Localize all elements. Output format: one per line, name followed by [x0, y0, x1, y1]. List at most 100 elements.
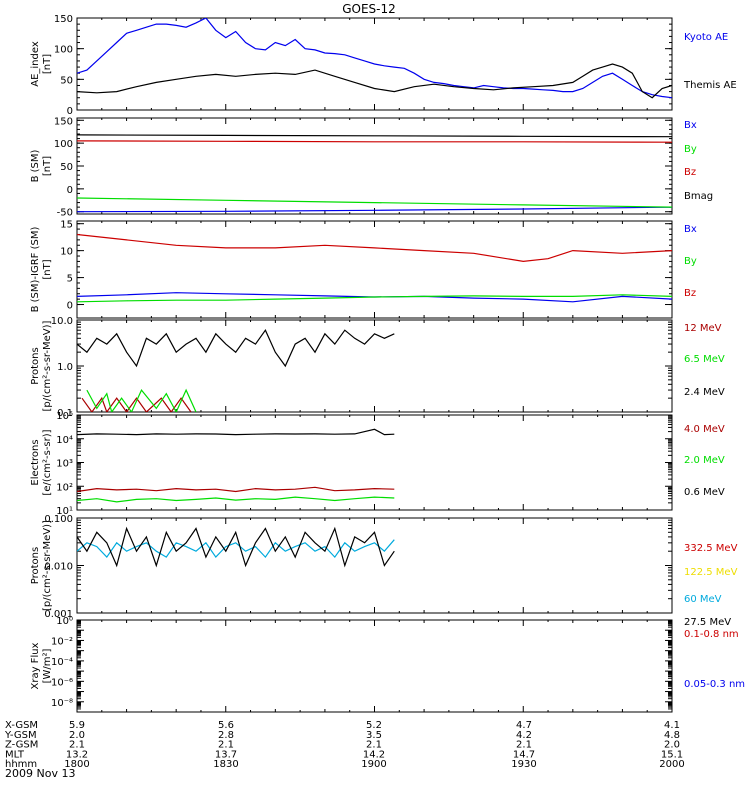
ephemeris-value: 4.8	[664, 730, 680, 741]
series-line-2-0-mev	[77, 496, 395, 503]
plot-title: GOES-12	[342, 2, 396, 16]
series-line-themis-ae	[77, 63, 672, 99]
legend-entry: 6.5 MeV	[684, 354, 725, 365]
series-line-bz	[77, 140, 672, 143]
y-tick-label: 10²	[56, 482, 73, 493]
legend-entry: By	[684, 144, 697, 155]
y-axis-label: [nT]	[42, 259, 53, 279]
series-line-kyoto-ae	[77, 18, 672, 99]
y-axis-label: B (SM)	[30, 149, 41, 182]
panel-6: 0.001 0.010 0.100 Protons [p/(cm²-s-sr-MeV)]…	[30, 514, 738, 628]
series-line-by	[77, 197, 672, 208]
ephemeris-value: 4.2	[516, 730, 532, 741]
ephemeris-value: 2.1	[366, 740, 382, 751]
ephemeris-value: 14.7	[513, 749, 535, 760]
legend-entry: Themis AE	[683, 80, 737, 91]
panel-5: 10¹ 10² 10³ 10⁴ 10⁵ Electrons [e/(cm²-s-sr)] 4.…	[30, 411, 725, 517]
ephemeris-value: 13.2	[66, 749, 88, 760]
y-tick-label: 10.0	[51, 316, 73, 327]
y-tick-label: 150	[54, 14, 73, 25]
y-tick-label: 10⁻⁴	[51, 657, 73, 668]
ephemeris-value: 2.0	[69, 730, 85, 741]
legend-entry: 12 MeV	[684, 323, 722, 334]
ephemeris-value: 1900	[361, 759, 386, 770]
date-label: 2009 Nov 13	[5, 767, 75, 780]
panel-2: -50 0 50 100 150 B (SM) [nT] Bx By Bz Bmag	[30, 116, 713, 218]
ephemeris-value: 2000	[659, 759, 684, 770]
ephemeris-label: Y-GSM	[4, 730, 37, 741]
legend-entry: 0.05-0.3 nm	[684, 679, 745, 690]
y-tick-label: 10	[60, 247, 73, 258]
y-tick-label: 10⁻⁶	[51, 677, 73, 688]
panel-7: 10⁻⁸ 10⁻⁶ 10⁻⁴ 10⁻² 10⁰ Xray Flux [W/m²] 0.1-0.…	[30, 616, 745, 713]
legend-entry: Bz	[684, 167, 696, 178]
y-tick-label: 0.1	[57, 408, 73, 419]
ephemeris-label: X-GSM	[5, 720, 38, 731]
y-tick-label: 100	[54, 45, 73, 56]
y-axis-label: [nT]	[42, 54, 53, 74]
legend-entry: 2.0 MeV	[684, 455, 725, 466]
y-axis-label: Electrons	[30, 439, 41, 485]
y-axis-label: [W/m²]	[42, 648, 53, 683]
y-tick-label: 0.100	[44, 514, 73, 525]
legend-entry: 4.0 MeV	[684, 424, 725, 435]
ephemeris-value: 15.1	[661, 749, 683, 760]
y-tick-label: 150	[54, 116, 73, 127]
panel-4: 0.1 1.0 10.0 Protons [p/(cm²-s-sr-MeV)] 12 Me…	[30, 316, 725, 419]
ephemeris-value: 4.7	[516, 720, 532, 731]
ephemeris-value: 2.8	[218, 730, 234, 741]
ephemeris-value: 4.1	[664, 720, 680, 731]
ephemeris-value: 3.5	[366, 730, 382, 741]
legend-entry: Bz	[684, 288, 696, 299]
legend-entry: 27.5 MeV	[684, 617, 731, 628]
series-line-27-5-mev	[77, 526, 395, 568]
y-tick-label: 5	[67, 274, 73, 285]
ephemeris-value: 13.7	[215, 749, 237, 760]
series-line-2-4-mev	[77, 329, 395, 368]
ephemeris-value: 5.9	[69, 720, 85, 731]
legend-entry: 332.5 MeV	[684, 543, 738, 554]
series-line-4-0-mev	[77, 486, 395, 493]
legend-entry: 0.6 MeV	[684, 487, 725, 498]
y-tick-label: 0	[67, 301, 73, 312]
y-tick-label: 0	[67, 106, 73, 117]
ephemeris-label: hhmm	[5, 759, 37, 770]
y-axis-label: [p/(cm²-s-sr-MeV)]	[42, 520, 53, 611]
ephemeris-value: 2.0	[664, 740, 680, 751]
panel-3: 0 5 10 15 B (SM)-IGRF (SM) [nT] Bx By Bz	[30, 220, 697, 319]
y-tick-label: 10⁵	[56, 411, 73, 422]
ephemeris-value: 2.1	[218, 740, 234, 751]
series-line-bx	[77, 206, 672, 213]
y-tick-label: 10⁴	[56, 435, 73, 446]
y-tick-label: 100	[54, 139, 73, 150]
y-axis-label: [p/(cm²-s-sr-MeV)]	[42, 320, 53, 411]
y-axis-label: Protons	[30, 347, 41, 384]
y-tick-label: 10³	[56, 459, 73, 470]
y-tick-label: 50	[60, 75, 73, 86]
legend-entry: 122.5 MeV	[684, 567, 738, 578]
y-tick-label: 10⁻⁸	[51, 698, 73, 709]
legend-entry: Bx	[684, 224, 697, 235]
legend-entry: Bx	[684, 120, 697, 131]
legend-entry: 60 MeV	[684, 594, 722, 605]
y-tick-label: 1.0	[57, 362, 73, 373]
y-axis-label: [e/(cm²-s-sr)]	[42, 429, 53, 495]
y-tick-label: 50	[60, 162, 73, 173]
ephemeris-value: 1830	[213, 759, 238, 770]
ephemeris-value: 1800	[64, 759, 89, 770]
ephemeris-value: 1930	[511, 759, 536, 770]
y-tick-label: 10⁻²	[51, 636, 73, 647]
y-tick-label: 10¹	[56, 506, 73, 517]
series-line-bz	[77, 233, 672, 263]
ephemeris-label: Z-GSM	[5, 740, 38, 751]
y-axis-label: [nT]	[42, 156, 53, 176]
legend-entry: 0.1-0.8 nm	[684, 629, 739, 640]
ephemeris-value: 5.6	[218, 720, 234, 731]
series-line-by	[77, 294, 672, 303]
legend-entry: Kyoto AE	[684, 32, 728, 43]
y-tick-label: 0.010	[44, 562, 73, 573]
ephemeris-value: 2.1	[69, 740, 85, 751]
panel-frame	[76, 619, 673, 713]
legend-entry: Bmag	[684, 191, 713, 202]
